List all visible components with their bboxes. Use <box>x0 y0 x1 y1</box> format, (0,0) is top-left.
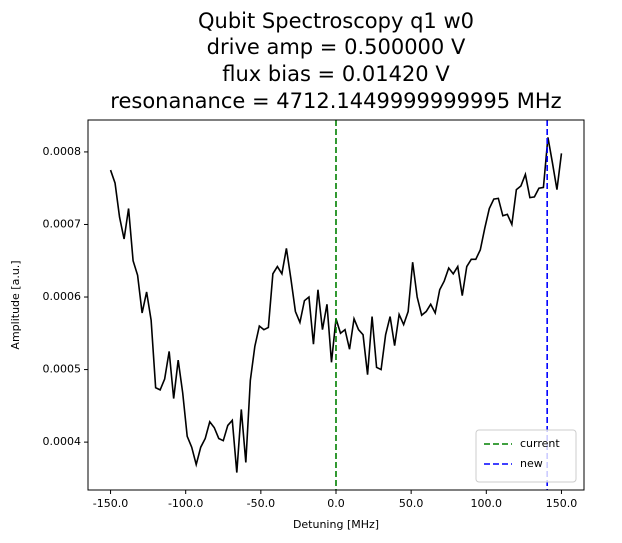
y-tick-label: 0.0008 <box>43 145 82 158</box>
x-tick-label: -150.0 <box>93 497 128 510</box>
x-tick-label: 150.0 <box>546 497 578 510</box>
y-tick-label: 0.0005 <box>43 363 82 376</box>
chart-title: drive amp = 0.500000 V <box>207 35 466 59</box>
legend-box <box>475 429 577 483</box>
chart-title: resonanance = 4712.1449999999995 MHz <box>110 89 561 113</box>
x-tick-label: -100.0 <box>168 497 203 510</box>
y-tick-label: 0.0006 <box>43 290 82 303</box>
x-tick-label: 100.0 <box>471 497 503 510</box>
legend-label: new <box>520 457 543 470</box>
chart-title: flux bias = 0.01420 V <box>222 62 450 86</box>
x-tick-label: -50.0 <box>247 497 275 510</box>
y-tick-label: 0.0007 <box>43 217 82 230</box>
x-axis-label: Detuning [MHz] <box>293 518 379 531</box>
chart-title: Qubit Spectroscopy q1 w0 <box>198 9 474 33</box>
x-tick-label: 50.0 <box>399 497 424 510</box>
plot-frame <box>87 119 585 491</box>
x-tick-label: 0.0 <box>327 497 345 510</box>
y-tick-label: 0.0004 <box>43 435 82 448</box>
y-axis-label: Amplitude [a.u.] <box>9 260 22 349</box>
legend-label: current <box>520 437 560 450</box>
